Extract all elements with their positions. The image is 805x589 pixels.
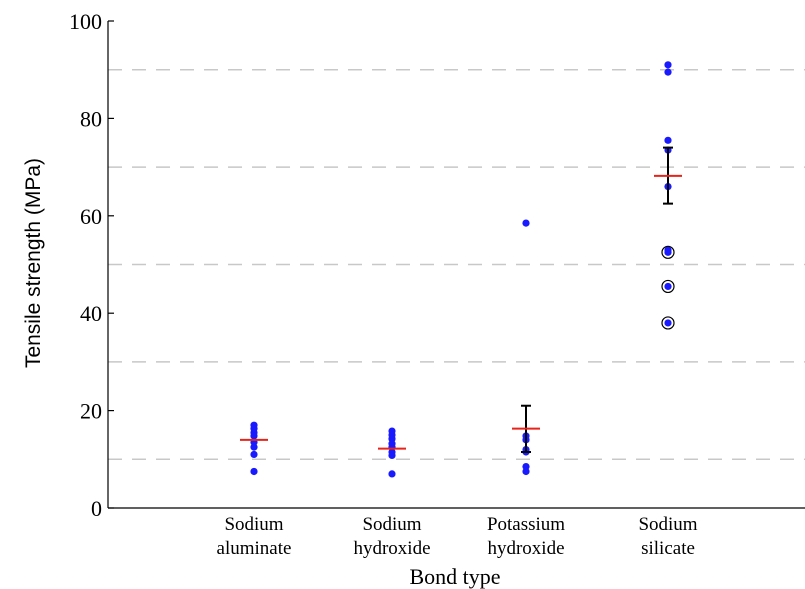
data-point <box>664 61 672 69</box>
category-label: Sodium <box>224 514 283 535</box>
data-point <box>664 282 672 291</box>
circled-point-ring <box>661 316 675 330</box>
data-point <box>250 432 258 440</box>
y-tick-label: 60 <box>80 204 102 229</box>
data-point <box>522 219 530 227</box>
category-label: hydroxide <box>487 538 564 559</box>
data-point <box>664 248 672 256</box>
data-point <box>250 450 258 459</box>
data-point <box>664 136 672 144</box>
axes <box>107 20 805 509</box>
y-tick-label: 100 <box>69 9 102 34</box>
category-label: aluminate <box>217 538 292 559</box>
category-labels: Sodium aluminate Sodium hydroxide Potassium h… <box>217 514 698 559</box>
y-tick-label: 20 <box>80 399 102 424</box>
circled-point-ring <box>661 245 675 259</box>
y-axis-label: Tensile strength (MPa) <box>22 158 45 368</box>
y-tick-label: 40 <box>80 301 102 326</box>
category-label: Sodium <box>362 514 421 535</box>
data-marks <box>240 61 682 478</box>
x-axis-label: Bond type <box>409 564 500 589</box>
y-tick-label: 0 <box>91 496 102 521</box>
y-tick-labels: 0 20 40 60 80 100 <box>69 9 102 521</box>
data-point <box>250 467 258 476</box>
data-point <box>388 470 396 478</box>
category-label: silicate <box>641 538 695 559</box>
category-label: Potassium <box>487 514 565 535</box>
data-point <box>664 68 672 76</box>
data-point <box>664 319 672 327</box>
data-point <box>388 451 396 460</box>
category-label: Sodium <box>638 514 697 535</box>
y-tick-label: 80 <box>80 106 102 131</box>
data-point <box>522 467 530 476</box>
circled-point-ring <box>661 279 675 294</box>
data-point <box>250 443 258 451</box>
grid-lines <box>108 68 805 461</box>
category-label: hydroxide <box>353 538 430 559</box>
